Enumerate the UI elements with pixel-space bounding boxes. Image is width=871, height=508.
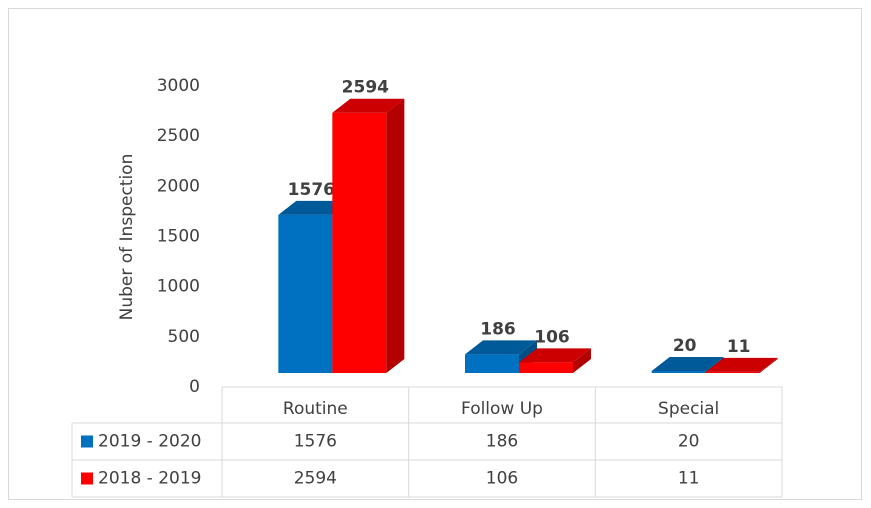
x-tick-label: Routine <box>283 399 348 419</box>
x-tick-label: Special <box>658 399 719 419</box>
bar-top <box>651 356 724 371</box>
legend-label: 2019 - 2020 <box>98 432 201 452</box>
bar-front <box>519 362 573 373</box>
table-cell: 11 <box>678 469 700 489</box>
y-tick-label: 1500 <box>157 227 200 247</box>
bar-top <box>519 348 591 363</box>
table-cell: 2594 <box>294 469 337 489</box>
bar-front <box>332 112 387 373</box>
table-cell: 1576 <box>294 432 337 452</box>
y-tick-label: 0 <box>189 377 200 397</box>
bar-top <box>332 98 405 113</box>
table-cell: 186 <box>486 432 518 452</box>
bar-front <box>651 370 706 373</box>
data-label: 20 <box>673 336 697 356</box>
bar <box>705 357 778 373</box>
bar <box>332 98 405 373</box>
bar-top <box>465 340 537 355</box>
bar-front <box>705 371 760 373</box>
y-tick-label: 2000 <box>157 176 200 196</box>
data-label: 2594 <box>342 78 389 98</box>
bar <box>519 348 591 373</box>
table-cell: 106 <box>486 469 518 489</box>
y-tick-label: 2500 <box>157 126 200 146</box>
bar-side <box>386 98 405 373</box>
bar-top <box>705 357 778 372</box>
data-label: 1576 <box>288 180 335 200</box>
bar-side <box>573 348 591 373</box>
legend-swatch <box>81 472 93 485</box>
chart-frame <box>8 8 862 500</box>
legend-label: 2018 - 2019 <box>98 469 201 489</box>
bar-front <box>278 214 333 373</box>
table-cell: 20 <box>678 432 700 452</box>
data-label: 11 <box>727 337 751 357</box>
x-tick-label: Follow Up <box>461 399 543 419</box>
y-axis-title: Nuber of Inspection <box>117 154 137 321</box>
bar-side <box>759 357 778 373</box>
y-tick-label: 500 <box>168 327 200 347</box>
y-tick-label: 1000 <box>157 277 200 297</box>
legend-swatch <box>81 435 93 448</box>
data-label: 186 <box>480 319 516 339</box>
data-label: 106 <box>534 327 570 347</box>
y-tick-label: 3000 <box>157 76 200 96</box>
bar-front <box>465 354 519 373</box>
